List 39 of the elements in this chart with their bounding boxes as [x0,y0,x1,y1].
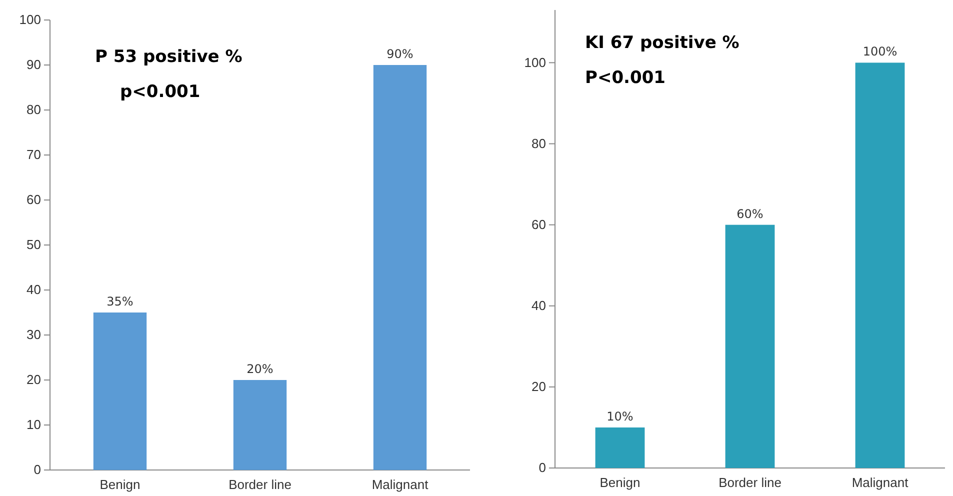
bar [373,65,427,470]
y-tick-label: 90 [26,57,41,72]
y-tick-label: 80 [26,102,41,118]
y-tick-label: 10 [26,417,41,432]
data-label: 100% [862,44,898,59]
x-tick-label: Border line [228,477,292,492]
y-tick-label: 20 [26,372,41,388]
data-label: 90% [386,47,414,61]
y-tick-label: 0 [34,462,41,478]
text: KI 67 positive % [585,33,740,53]
bar [855,62,905,468]
y-tick-label: 60 [532,216,546,232]
bar [93,312,147,470]
x-tick-label: Malignant [852,475,909,490]
y-tick-label: 30 [26,327,41,342]
annotation: p<0.001 [120,82,200,102]
bar [595,427,645,468]
data-label: 35% [106,294,134,308]
text: P 53 positive % [95,47,242,67]
y-tick-label: 70 [26,147,41,162]
data-label: 60% [736,206,764,221]
bar [233,380,287,470]
x-tick-label: Malignant [372,477,429,492]
y-tick-label: 60 [26,192,41,208]
x-tick-label: Benign [100,477,140,492]
x-tick-label: Benign [600,475,640,490]
bar [725,224,775,468]
x-tick-label: Border line [718,475,782,490]
y-tick-label: 50 [26,237,41,252]
y-tick-label: 20 [532,379,546,394]
y-tick-label: 40 [26,282,41,298]
data-label: 20% [246,362,274,376]
annotation: P<0.001 [585,68,666,88]
y-tick-label: 100 [19,12,41,28]
y-tick-label: 80 [532,136,546,151]
y-tick-label: 100 [524,54,546,70]
data-label: 10% [606,409,634,424]
y-tick-label: 0 [538,460,546,476]
y-tick-label: 40 [532,298,546,314]
